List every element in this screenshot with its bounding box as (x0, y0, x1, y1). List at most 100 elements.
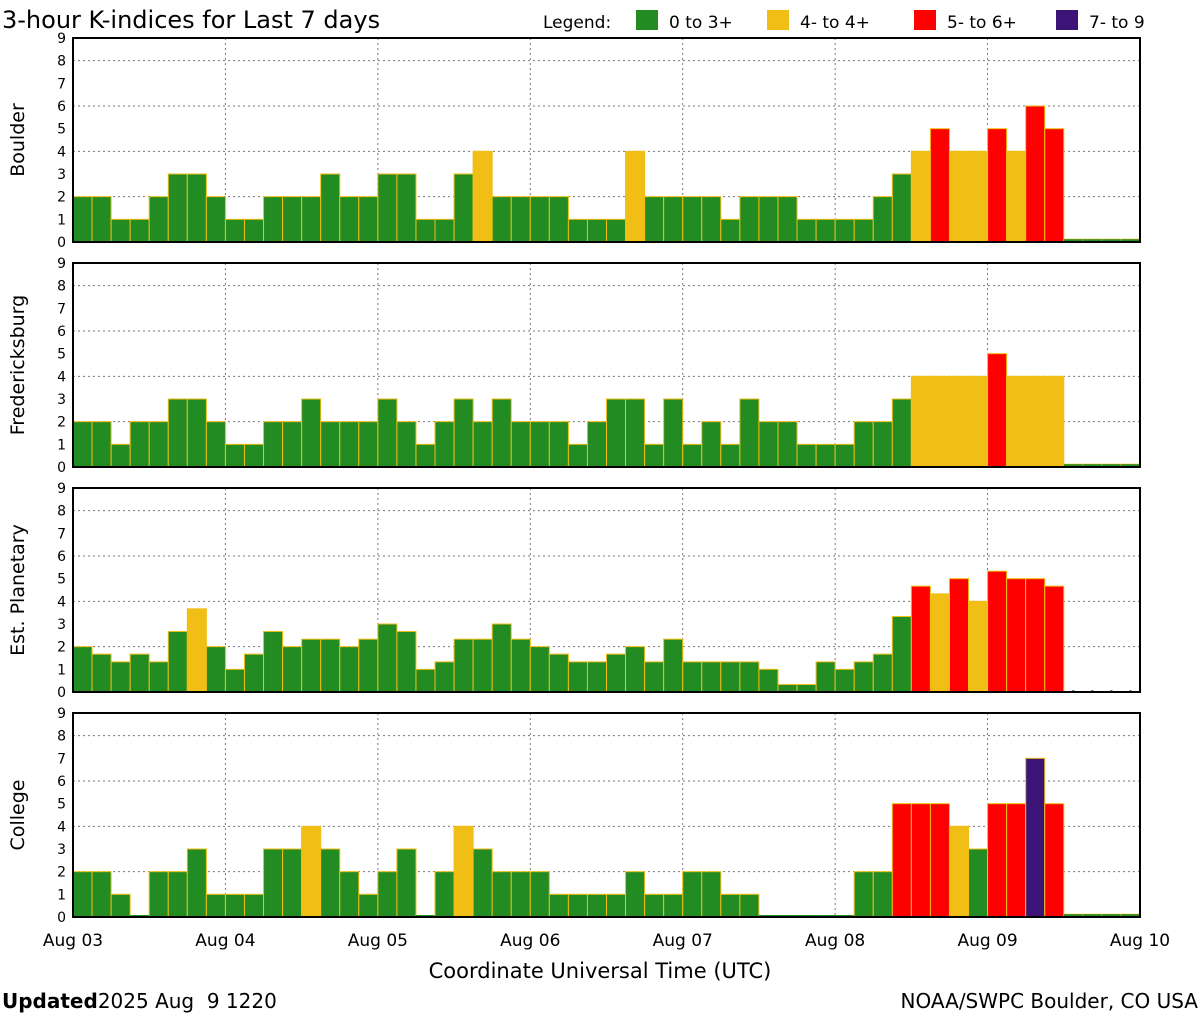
panel-frame (72, 487, 1141, 693)
legend-item-label: 7- to 9 (1089, 13, 1145, 33)
data-bar (834, 668, 855, 693)
data-bar (682, 196, 703, 243)
data-bar (910, 585, 931, 693)
data-bar (224, 218, 245, 243)
data-bar (186, 398, 207, 468)
data-bar (891, 803, 912, 918)
data-bar (853, 661, 874, 693)
data-bar (110, 218, 131, 243)
panel-label: Boulder (7, 103, 29, 177)
data-bar (910, 803, 931, 918)
y-tick-label: 1 (57, 437, 66, 453)
data-bar (472, 848, 493, 918)
data-bar (739, 893, 760, 918)
data-bar (339, 421, 360, 468)
y-tick-label: 6 (57, 324, 66, 340)
panel: 0 1 2 3 4 5 6 7 8 9 Fredericksburg (7, 256, 1141, 476)
data-bar (148, 421, 169, 468)
data-bar (510, 638, 531, 693)
data-bar (1025, 578, 1046, 693)
data-bar (644, 443, 665, 468)
data-bar (701, 196, 722, 243)
data-bar (167, 173, 188, 243)
data-bar (739, 661, 760, 693)
y-tick-label: 7 (57, 526, 66, 542)
data-bar (453, 825, 474, 918)
data-bar (358, 421, 379, 468)
x-tick-label: Aug 07 (653, 931, 713, 951)
data-bar (320, 421, 341, 468)
data-bar (682, 661, 703, 693)
panel-frame (72, 37, 1141, 243)
panel-label: Est. Planetary (7, 524, 29, 656)
data-bar (263, 630, 284, 693)
panel: 0 1 2 3 4 5 6 7 8 9 Boulder (7, 31, 1141, 251)
data-bar (263, 196, 284, 243)
data-bar (872, 871, 893, 918)
x-tick-label: Aug 06 (500, 931, 560, 951)
y-tick-label: 9 (57, 481, 66, 497)
data-bar (472, 421, 493, 468)
data-bar (682, 443, 703, 468)
panel: 0 1 2 3 4 5 6 7 8 9 College (7, 706, 1141, 926)
y-tick-label: 0 (57, 910, 66, 926)
legend-item-label: 0 to 3+ (669, 13, 733, 33)
data-bar (968, 150, 989, 243)
data-bar (968, 375, 989, 468)
x-tick-label: Aug 03 (43, 931, 103, 951)
data-bar (872, 653, 893, 693)
data-bar (243, 218, 265, 243)
y-tick-label: 9 (57, 256, 66, 272)
legend-label: Legend: (543, 13, 611, 33)
data-bar (282, 646, 303, 693)
data-bar (224, 443, 245, 468)
data-bar (243, 893, 265, 918)
data-bar (987, 570, 1008, 693)
data-bar (948, 825, 970, 918)
data-bar (415, 443, 436, 468)
data-bar (72, 646, 93, 693)
y-tick-label: 6 (57, 549, 66, 565)
data-bar (644, 893, 665, 918)
data-bar (224, 893, 245, 918)
data-bar (625, 646, 646, 693)
data-bar (167, 630, 188, 693)
data-bar (777, 684, 798, 693)
data-bar (834, 218, 855, 243)
credit-text: NOAA/SWPC Boulder, CO USA (901, 989, 1199, 1013)
y-tick-label: 5 (57, 122, 66, 138)
data-bar (548, 653, 569, 693)
data-bar (434, 421, 455, 468)
y-tick-label: 0 (57, 235, 66, 251)
y-tick-label: 5 (57, 347, 66, 363)
y-tick-label: 0 (57, 460, 66, 476)
y-tick-label: 8 (57, 504, 66, 520)
data-bar (339, 871, 360, 918)
data-bar (663, 638, 684, 693)
data-bar (1044, 128, 1065, 243)
data-bar (758, 421, 779, 468)
data-bar (1006, 803, 1027, 918)
data-bar (263, 848, 284, 918)
data-bar (167, 871, 188, 918)
y-tick-label: 2 (57, 640, 66, 656)
data-bar (929, 375, 950, 468)
data-bar (891, 398, 912, 468)
data-bar (701, 871, 722, 918)
data-bar (510, 196, 531, 243)
data-bar (301, 398, 322, 468)
data-bar (91, 421, 112, 468)
data-bar (758, 668, 779, 693)
data-bar (110, 661, 131, 693)
data-bar (453, 638, 474, 693)
panel: 0 1 2 3 4 5 6 7 8 9 Est. Planetary (7, 481, 1141, 701)
data-bar (796, 218, 817, 243)
data-bar (586, 421, 607, 468)
data-bar (720, 443, 741, 468)
data-bar (663, 196, 684, 243)
data-bar (453, 173, 474, 243)
data-bar (167, 398, 188, 468)
data-bar (586, 218, 607, 243)
panel-frame (72, 712, 1141, 918)
